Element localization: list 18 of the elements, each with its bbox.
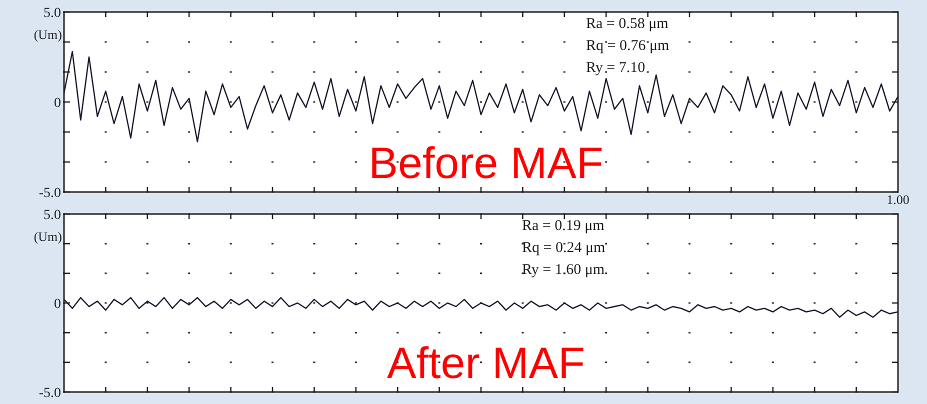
text: After MAF — [386, 339, 586, 388]
y-tick-label: 0 — [54, 96, 61, 111]
y-tick-label: 5.0 — [44, 208, 61, 223]
y-tick-label: 5.0 — [44, 6, 61, 21]
text: Before MAF — [368, 139, 604, 188]
annotation: Rq = 0.76 μm — [586, 38, 670, 54]
y-axis-title: (Um) — [34, 229, 62, 244]
y-axis-title: (Um) — [34, 27, 62, 42]
y-tick-label: 0 — [54, 296, 61, 312]
y-tick-label: -5.0 — [38, 186, 61, 201]
line-series — [63, 297, 899, 318]
annotation: 1.00 — [886, 192, 910, 207]
annotation: Ry = 1.60 μm — [522, 262, 605, 278]
annotation: Ry = 7.10 — [586, 60, 646, 76]
annotation: Ra = 0.58 μm — [586, 16, 669, 32]
annotation: Ra = 0.19 μm — [522, 218, 605, 234]
y-tick-label: -5.0 — [38, 386, 61, 401]
annotation: Rq = 0.24 μm — [522, 240, 606, 256]
